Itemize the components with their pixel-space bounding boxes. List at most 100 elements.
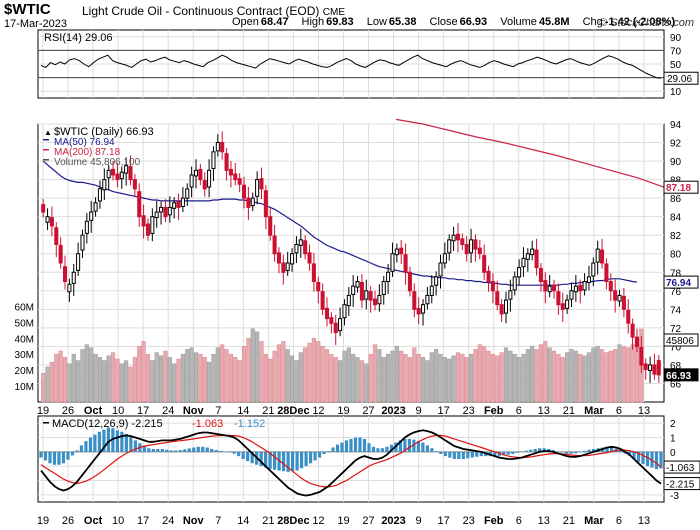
candle-body <box>220 142 225 153</box>
volume-bar <box>525 349 530 403</box>
macd-histogram-bar <box>308 451 313 464</box>
macd-histogram-bar <box>592 448 596 452</box>
macd-histogram-bar <box>273 451 277 470</box>
change-value: -1.42 (-2.08%) <box>604 16 676 28</box>
volume-bar <box>420 357 426 403</box>
volume-bar <box>569 349 574 403</box>
macd-histogram-bar <box>434 451 438 452</box>
ma50-last-value: 76.94 <box>666 278 691 289</box>
candle-body <box>84 220 89 234</box>
close-label: Close <box>429 16 458 28</box>
candle-body <box>591 262 596 277</box>
candle-body <box>425 294 430 305</box>
macd-histogram-bar <box>470 451 474 458</box>
volume-bar <box>220 344 225 403</box>
price-last-value: 66.93 <box>666 371 691 382</box>
macd-histogram-bar <box>250 451 254 464</box>
volume-bar <box>573 350 578 403</box>
volume-bar <box>403 353 408 403</box>
volume-bar <box>591 347 596 403</box>
macd-histogram-bar <box>389 444 394 452</box>
candle-body <box>89 211 94 221</box>
macd-histogram-bar <box>70 451 75 456</box>
macd-panel <box>37 415 665 503</box>
volume-bar <box>137 345 142 403</box>
candle-body <box>71 271 76 284</box>
candle-body <box>438 262 443 277</box>
ohlc-summary: Open 68.47 High 69.83 Low 65.38 Close 66.93 … <box>232 16 685 28</box>
volume-bar <box>163 350 168 403</box>
candle-body <box>473 239 478 250</box>
volume-bar <box>517 357 522 403</box>
volume-bar <box>626 347 631 403</box>
candle-body <box>390 253 395 272</box>
rsi-last-value: 29.06 <box>667 74 692 85</box>
volume-bar <box>346 347 351 403</box>
candle-body <box>434 276 439 286</box>
candle-body <box>111 168 116 176</box>
macd-histogram-bar <box>97 431 102 452</box>
x-tick-label: 26 <box>62 405 74 417</box>
volume-bar <box>508 350 513 403</box>
macd-histogram-bar <box>61 451 66 464</box>
volume-tick-label: 10M <box>15 382 34 393</box>
volume-bar <box>241 345 247 403</box>
candle-body <box>276 252 281 264</box>
volume-bar <box>45 366 50 403</box>
volume-bar <box>338 360 343 403</box>
volume-bar <box>132 357 137 403</box>
macd-histogram-bar <box>196 446 200 452</box>
candle-body <box>364 290 369 300</box>
volume-bar <box>172 363 177 403</box>
candle-body <box>67 283 72 293</box>
price-last-value-box <box>663 368 699 382</box>
volume-bar <box>543 341 548 403</box>
candle-body <box>311 263 316 283</box>
candle-body <box>272 235 277 255</box>
volume-bar <box>630 344 635 403</box>
macd-histogram-bar <box>115 430 119 452</box>
x-tick-label: 12 <box>312 405 324 417</box>
rsi-tick-label: 50 <box>670 60 682 71</box>
candle-body <box>613 290 618 301</box>
volume-bar <box>464 357 469 403</box>
x-tick-label: 21 <box>262 515 274 527</box>
volume-bar <box>372 344 378 403</box>
macd-histogram-bar <box>228 451 232 453</box>
macd-histogram-bar <box>349 438 353 452</box>
volume-bar <box>102 360 107 403</box>
x-tick-label: 10 <box>112 515 124 527</box>
candle-body <box>93 202 98 212</box>
volume-bar <box>521 353 526 403</box>
x-tick-label: 19 <box>37 515 49 527</box>
candle-body <box>185 188 190 199</box>
x-tick-label: 14 <box>237 515 249 527</box>
volume-bar <box>41 373 46 403</box>
price-legend-entry: MA(200) 87.18 <box>54 147 121 158</box>
volume-bar <box>547 347 552 403</box>
volume-bar <box>272 350 277 403</box>
volume-bar <box>150 360 155 403</box>
candle-body <box>49 217 54 227</box>
candle-body <box>407 271 412 292</box>
candle-body <box>368 291 373 301</box>
x-tick-label: 17 <box>438 515 450 527</box>
macd-tick-label: 0 <box>670 448 676 459</box>
volume-bar <box>298 352 303 403</box>
volume-bar <box>106 355 111 403</box>
macd-histogram-bar <box>407 438 412 452</box>
volume-bar <box>499 352 504 403</box>
candle-body <box>233 173 238 181</box>
volume-bar <box>180 353 185 403</box>
candle-body <box>503 299 509 314</box>
candle-body <box>595 248 600 263</box>
macd-histogram-bar <box>259 451 263 467</box>
x-tick-label: 21 <box>262 405 274 417</box>
x-tick-label: Mar <box>584 405 604 417</box>
macd-histogram-bar <box>326 451 331 452</box>
candle-body <box>639 346 644 366</box>
x-tick-label: 17 <box>438 405 450 417</box>
candle-body <box>294 243 299 254</box>
volume-bar <box>246 338 251 403</box>
volume-bar <box>207 361 212 403</box>
